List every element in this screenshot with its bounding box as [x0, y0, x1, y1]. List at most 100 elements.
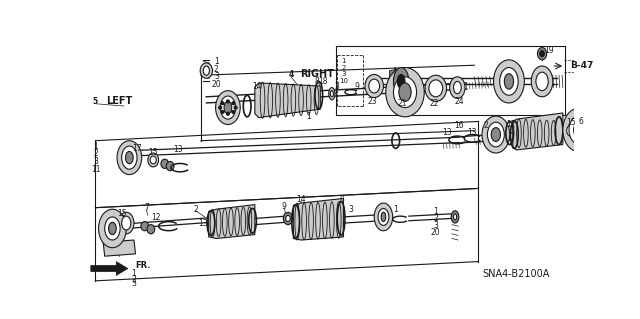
- Ellipse shape: [109, 222, 116, 235]
- Polygon shape: [91, 262, 128, 275]
- Ellipse shape: [227, 112, 230, 115]
- Ellipse shape: [482, 116, 509, 153]
- Text: 1: 1: [214, 57, 219, 66]
- Text: 16: 16: [454, 121, 464, 130]
- Text: 13: 13: [198, 219, 208, 227]
- Ellipse shape: [365, 74, 383, 98]
- Polygon shape: [103, 240, 136, 256]
- Text: 20: 20: [431, 228, 440, 237]
- Polygon shape: [255, 83, 320, 118]
- Ellipse shape: [399, 83, 411, 101]
- Text: 6: 6: [578, 117, 583, 126]
- Text: 18: 18: [319, 77, 328, 86]
- Text: 14: 14: [252, 82, 262, 91]
- Ellipse shape: [147, 225, 155, 234]
- Ellipse shape: [148, 153, 159, 167]
- Text: 5: 5: [93, 97, 98, 106]
- Ellipse shape: [531, 66, 553, 97]
- Text: B-47: B-47: [570, 62, 594, 70]
- Text: 1: 1: [93, 142, 98, 151]
- Text: 1: 1: [307, 112, 311, 121]
- Text: 3: 3: [335, 82, 340, 91]
- Text: 9: 9: [355, 82, 360, 91]
- Ellipse shape: [386, 68, 424, 117]
- Text: 2: 2: [132, 275, 136, 284]
- Text: 21: 21: [397, 99, 406, 108]
- Ellipse shape: [564, 122, 577, 139]
- Ellipse shape: [454, 81, 461, 94]
- Text: 3: 3: [214, 72, 219, 81]
- Text: 2: 2: [341, 64, 346, 70]
- Text: LEFT: LEFT: [106, 96, 132, 107]
- Text: 15: 15: [148, 148, 158, 157]
- Ellipse shape: [566, 125, 575, 136]
- Text: 12: 12: [506, 120, 515, 129]
- Text: 3: 3: [433, 221, 438, 230]
- Ellipse shape: [234, 106, 237, 109]
- Ellipse shape: [219, 106, 221, 109]
- Ellipse shape: [329, 87, 335, 100]
- Text: SNA4-B2100A: SNA4-B2100A: [482, 269, 549, 279]
- Text: 2: 2: [193, 205, 198, 214]
- Ellipse shape: [220, 96, 236, 119]
- Ellipse shape: [125, 152, 133, 164]
- Ellipse shape: [232, 110, 235, 114]
- Ellipse shape: [500, 68, 518, 95]
- Text: 3: 3: [341, 71, 346, 77]
- Text: 19: 19: [544, 46, 554, 55]
- Text: 3: 3: [349, 205, 353, 214]
- Text: 15: 15: [118, 209, 127, 218]
- Text: 23: 23: [368, 97, 378, 106]
- Ellipse shape: [224, 101, 232, 114]
- Ellipse shape: [105, 217, 120, 240]
- Ellipse shape: [232, 102, 235, 105]
- Ellipse shape: [285, 215, 291, 221]
- Ellipse shape: [374, 203, 393, 231]
- Ellipse shape: [540, 51, 545, 57]
- Ellipse shape: [150, 156, 156, 164]
- Ellipse shape: [221, 102, 224, 105]
- Text: 3: 3: [93, 157, 98, 166]
- Ellipse shape: [451, 211, 459, 223]
- Ellipse shape: [216, 91, 240, 124]
- Ellipse shape: [122, 216, 131, 230]
- Polygon shape: [293, 198, 344, 240]
- Ellipse shape: [504, 74, 513, 89]
- Text: 17: 17: [132, 144, 142, 153]
- Ellipse shape: [381, 212, 386, 221]
- Polygon shape: [513, 113, 563, 150]
- Ellipse shape: [118, 212, 134, 234]
- Ellipse shape: [161, 159, 168, 168]
- Text: 24: 24: [454, 97, 464, 106]
- Ellipse shape: [227, 100, 230, 103]
- Text: 1: 1: [132, 269, 136, 278]
- Ellipse shape: [425, 75, 447, 101]
- Text: 20: 20: [212, 80, 221, 89]
- Text: RIGHT: RIGHT: [300, 70, 334, 79]
- Ellipse shape: [99, 209, 126, 248]
- Ellipse shape: [221, 110, 224, 114]
- Polygon shape: [390, 68, 413, 96]
- Ellipse shape: [378, 208, 389, 226]
- Text: 3: 3: [132, 279, 136, 288]
- Text: 4: 4: [289, 70, 294, 79]
- Ellipse shape: [569, 116, 588, 144]
- Ellipse shape: [200, 63, 212, 78]
- Text: 7: 7: [144, 203, 148, 212]
- Ellipse shape: [369, 79, 380, 93]
- Text: 11: 11: [91, 165, 100, 174]
- Text: FR.: FR.: [136, 261, 151, 270]
- Ellipse shape: [166, 161, 174, 171]
- Text: 13: 13: [467, 128, 477, 137]
- Ellipse shape: [454, 214, 456, 220]
- Ellipse shape: [394, 77, 417, 108]
- Ellipse shape: [538, 48, 547, 60]
- Text: 1: 1: [433, 207, 438, 216]
- Ellipse shape: [122, 146, 137, 169]
- Ellipse shape: [284, 212, 292, 225]
- Ellipse shape: [397, 74, 405, 88]
- Ellipse shape: [563, 108, 594, 152]
- Ellipse shape: [204, 66, 209, 75]
- Ellipse shape: [429, 80, 443, 97]
- Ellipse shape: [330, 91, 333, 97]
